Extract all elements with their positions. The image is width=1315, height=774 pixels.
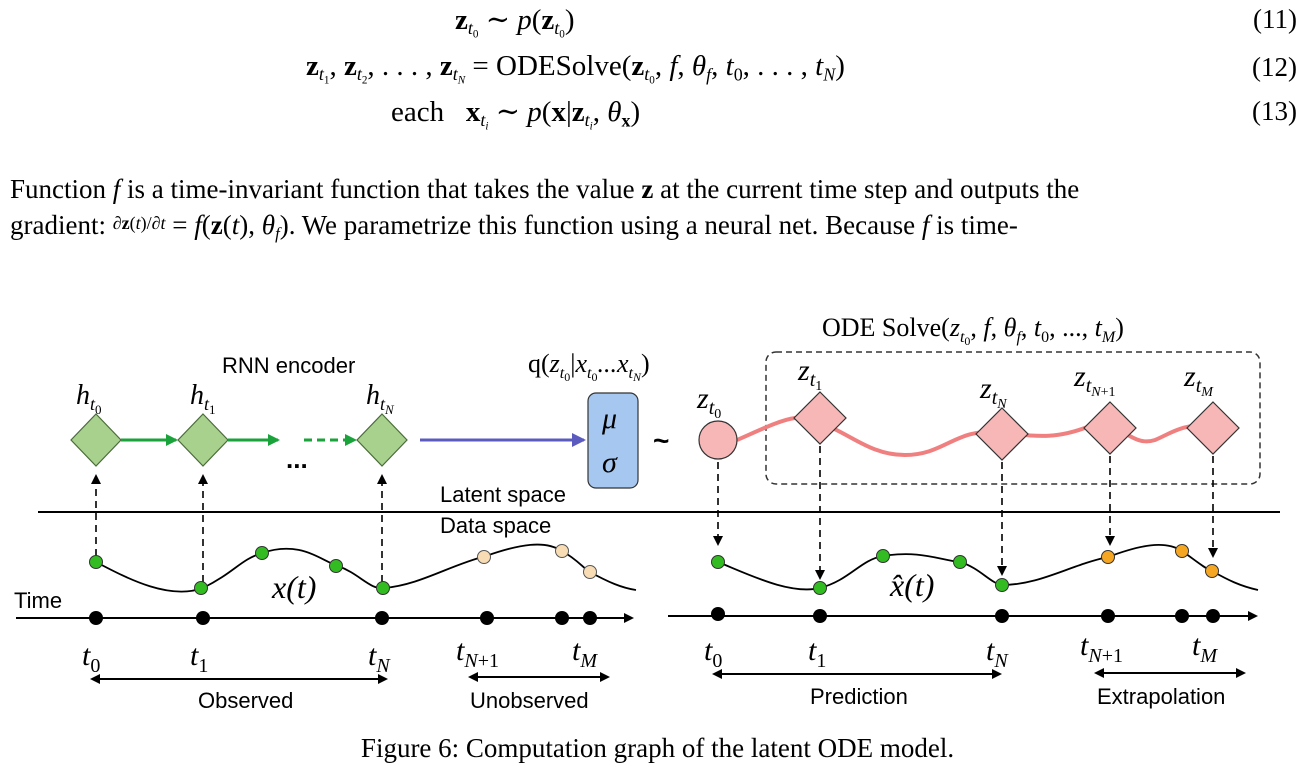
extrap-point-3 (1205, 564, 1219, 578)
latent-z-t0 (698, 420, 738, 460)
latent-node-z-tM (1186, 401, 1240, 455)
time-label: Time (14, 588, 62, 613)
encoder-node-h-t0 (70, 413, 122, 467)
prediction-label: Prediction (810, 684, 908, 709)
encoder-node-h-tN (356, 413, 408, 467)
equation-11: zt0 ∼ p(zt0) (455, 4, 575, 41)
extrap-point-2 (1175, 544, 1189, 558)
h-t0-label: ht0 (76, 380, 102, 417)
x-t-label: x(t) (271, 569, 316, 605)
obs-point-4 (329, 559, 343, 573)
tick-t0-right: t0 (704, 634, 722, 672)
z-tN1-label: ztN+1 (1073, 360, 1116, 400)
encoder-ellipsis: ... (286, 444, 308, 474)
body-paragraph-line-1: Function f is a time-invariant function … (10, 174, 1080, 204)
latent-node-z-t1 (793, 391, 847, 445)
time-point-tN1-right (1101, 609, 1115, 623)
time-point-tM-right (1206, 609, 1220, 623)
time-point-tM-left (583, 611, 597, 625)
z-tM-label: ztM (1183, 360, 1214, 400)
time-point-tN-right (995, 609, 1009, 623)
tick-tN1-left: tN+1 (456, 634, 499, 672)
unobs-point-1 (477, 550, 491, 564)
equation-number-13: (13) (1252, 96, 1297, 126)
z-t1-label: zt1 (797, 354, 822, 394)
equation-number-11: (11) (1253, 4, 1297, 34)
ode-solve-label: ODE Solve(zt0, f, θf, t0, ..., tM) (822, 313, 1124, 348)
time-point-tN1-left (480, 611, 494, 625)
mu-sigma-box (587, 392, 639, 489)
equation-number-12: (12) (1252, 52, 1297, 82)
h-tN-label: htN (366, 380, 395, 417)
latent-node-z-tN (975, 407, 1029, 461)
time-point-t1-right (813, 609, 827, 623)
ode-solve-box (765, 351, 1261, 485)
extrapolation-label: Extrapolation (1097, 684, 1225, 709)
pred-point-1 (711, 555, 725, 569)
mu-label: μ (601, 402, 617, 435)
pred-point-4 (953, 555, 967, 569)
time-point-x-right (1175, 609, 1189, 623)
tick-tM-left: tM (572, 634, 598, 672)
encoder-node-h-t1 (177, 413, 229, 467)
posterior-label: q(zt0|xt0...xtN) (528, 349, 650, 384)
each-word: each (391, 96, 445, 128)
tick-t1-left: t1 (190, 639, 208, 677)
time-point-t0-right (711, 607, 725, 621)
pred-point-5 (995, 578, 1009, 592)
h-t1-label: ht1 (190, 380, 216, 417)
extrap-point-1 (1101, 550, 1115, 564)
tick-t1-right: t1 (808, 634, 826, 672)
obs-point-2 (194, 581, 208, 595)
equation-13: each xti ∼ p(x|zti, θx) (391, 96, 641, 133)
latent-space-label: Latent space (440, 482, 566, 507)
tick-t0-left: t0 (82, 639, 100, 677)
rnn-encoder-label: RNN encoder (222, 353, 355, 378)
data-curve-left (95, 543, 637, 593)
observed-label: Observed (198, 688, 293, 713)
time-point-tN-left (375, 611, 389, 625)
sigma-label: σ (602, 446, 618, 479)
equation-12: zt1, zt2, . . . , ztN = ODESolve(zt0, f,… (306, 50, 845, 87)
tilde-sign: ~ (653, 425, 669, 456)
unobs-point-3 (583, 565, 597, 579)
unobserved-label: Unobserved (470, 688, 589, 713)
tick-tN1-right: tN+1 (1080, 629, 1123, 667)
time-point-t0-left (89, 611, 103, 625)
figure-caption: Figure 6: Computation graph of the laten… (360, 733, 955, 763)
xhat-t-label: x̂(t) (889, 567, 934, 603)
latent-node-z-tN1 (1083, 401, 1137, 455)
obs-point-3 (255, 546, 269, 560)
tick-tN-right: tN (986, 634, 1009, 672)
pred-point-3 (876, 549, 890, 563)
odesolve-word: ODESolve (496, 50, 622, 82)
z-t0-label: zt0 (696, 382, 721, 422)
time-point-x-left (555, 611, 569, 625)
data-space-label: Data space (440, 513, 551, 538)
tick-tN-left: tN (368, 639, 391, 677)
z-tN-label: ztN (979, 372, 1007, 412)
unobs-point-2 (555, 544, 569, 558)
time-point-t1-left (196, 611, 210, 625)
tick-tM-right: tM (1192, 629, 1218, 667)
obs-point-1 (89, 555, 103, 569)
obs-point-5 (376, 581, 390, 595)
pred-point-2 (813, 581, 827, 595)
body-paragraph-line-2: gradient: ∂z(t)/∂t = f(z(t), θf). We par… (10, 210, 1018, 244)
